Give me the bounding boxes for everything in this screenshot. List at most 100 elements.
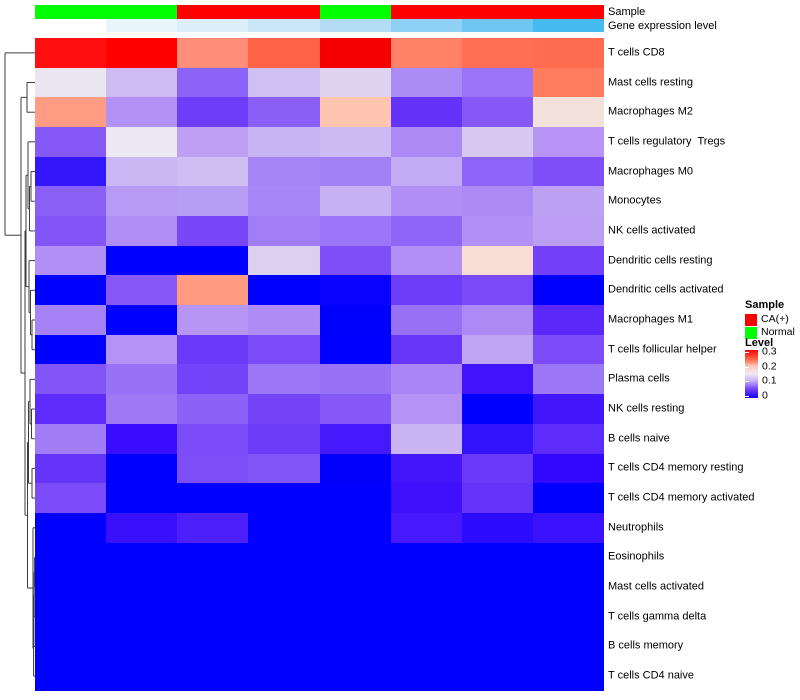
heatmap-cell-r11-c5	[319, 334, 391, 365]
heatmap-cell-r16-c4	[248, 483, 320, 513]
heatmap-cell-r22-c3	[177, 661, 249, 691]
heatmap-cell-r19-c5	[319, 572, 391, 602]
heatmap-cell-r22-c1	[35, 661, 107, 691]
heatmap-cell-r18-c5	[319, 542, 391, 573]
heatmap-cell-r8-c8	[532, 245, 604, 276]
heatmap-cell-r4-c1	[35, 127, 107, 157]
heatmap-cell-r14-c5	[319, 423, 391, 454]
heatmap-cell-r21-c3	[177, 631, 249, 662]
heatmap-cell-r2-c4	[248, 67, 320, 98]
heatmap-cell-r2-c3	[177, 67, 249, 98]
heatmap-cell-r17-c6	[390, 512, 462, 543]
heatmap-cell-r2-c1	[35, 67, 107, 98]
heatmap-cell-r3-c7	[461, 97, 533, 128]
heatmap-cell-r9-c2	[106, 275, 178, 306]
heatmap-cell-r10-c2	[106, 305, 178, 335]
heatmap-cell-r20-c6	[390, 601, 462, 632]
heatmap-cell-r19-c3	[177, 572, 249, 602]
heatmap-cell-r8-c1	[35, 245, 107, 276]
heatmap-cell-r4-c8	[532, 127, 604, 157]
level-tick-label-0: 0	[762, 389, 768, 402]
heatmap-cell-r18-c8	[532, 542, 604, 573]
heatmap-cell-r16-c3	[177, 483, 249, 513]
heatmap-cell-r10-c3	[177, 305, 249, 335]
gene-expression-annotation-seg-2	[106, 18, 178, 33]
legend-swatch-2	[745, 326, 757, 339]
heatmap-cell-r9-c3	[177, 275, 249, 306]
gene-expression-annotation-seg-3	[177, 18, 249, 33]
heatmap-cell-r8-c3	[177, 245, 249, 276]
heatmap-cell-r7-c3	[177, 216, 249, 246]
sample-annotation-seg-1	[35, 5, 107, 19]
heatmap-cell-r8-c2	[106, 245, 178, 276]
heatmap-cell-r5-c5	[319, 156, 391, 187]
heatmap-cell-r5-c4	[248, 156, 320, 187]
heatmap-cell-r11-c4	[248, 334, 320, 365]
heatmap-cell-r17-c4	[248, 512, 320, 543]
legend-swatch-label-2: Normal	[761, 326, 795, 338]
heatmap-cell-r16-c1	[35, 483, 107, 513]
heatmap-cell-r10-c5	[319, 305, 391, 335]
heatmap-cell-r20-c4	[248, 601, 320, 632]
sample-annotation-seg-7	[461, 5, 533, 19]
heatmap-cell-r12-c8	[532, 364, 604, 395]
heatmap-cell-r1-c1	[35, 38, 107, 68]
sample-annotation-label: Sample	[608, 6, 646, 18]
heatmap-cell-r17-c8	[532, 512, 604, 543]
heatmap-cell-r10-c8	[532, 305, 604, 335]
legend-swatch-label-1: CA(+)	[761, 313, 789, 325]
sample-annotation-bar	[35, 5, 604, 19]
heatmap-cell-r13-c8	[532, 394, 604, 424]
heatmap-cell-r20-c8	[532, 601, 604, 632]
sample-annotation-seg-6	[390, 5, 462, 19]
heatmap-cell-r21-c7	[461, 631, 533, 662]
heatmap-cell-r11-c8	[532, 334, 604, 365]
heatmap-cell-r14-c8	[532, 423, 604, 454]
level-tick-mark-0.1	[745, 381, 749, 383]
heatmap-cell-r2-c5	[319, 67, 391, 98]
legend-sample-title: Sample	[745, 299, 785, 311]
legend-sample-items: CA(+) Normal	[745, 313, 795, 339]
heatmap-cell-r1-c2	[106, 38, 178, 68]
heatmap-cell-r18-c3	[177, 542, 249, 573]
heatmap-cell-r8-c7	[461, 245, 533, 276]
heatmap-cell-r12-c1	[35, 364, 107, 395]
heatmap-cell-r1-c4	[248, 38, 320, 68]
heatmap-cell-r19-c2	[106, 572, 178, 602]
heatmap-cell-r22-c5	[319, 661, 391, 691]
heatmap-cell-r1-c8	[532, 38, 604, 68]
heatmap-cell-r7-c4	[248, 216, 320, 246]
legend-level-title: Level	[745, 337, 774, 349]
heatmap-cell-r22-c4	[248, 661, 320, 691]
heatmap-cell-r7-c7	[461, 216, 533, 246]
sample-annotation-seg-3	[177, 5, 249, 19]
heatmap-cell-r13-c5	[319, 394, 391, 424]
level-tick-label-0.3: 0.3	[762, 345, 777, 358]
heatmap-cell-r15-c2	[106, 453, 178, 484]
heatmap-cell-r9-c5	[319, 275, 391, 306]
heatmap-cell-r15-c4	[248, 453, 320, 484]
heatmap-cell-r3-c8	[532, 97, 604, 128]
heatmap-cell-r17-c7	[461, 512, 533, 543]
heatmap-cell-r15-c8	[532, 453, 604, 484]
heatmap-cell-r6-c6	[390, 186, 462, 217]
heatmap-cell-r1-c3	[177, 38, 249, 68]
heatmap-cell-r19-c1	[35, 572, 107, 602]
heatmap-cell-r13-c1	[35, 394, 107, 424]
heatmap-cell-r12-c4	[248, 364, 320, 395]
heatmap-cell-r15-c3	[177, 453, 249, 484]
sample-annotation-seg-5	[319, 5, 391, 19]
heatmap-cell-r6-c2	[106, 186, 178, 217]
heatmap-cell-r17-c3	[177, 512, 249, 543]
heatmap-cell-r11-c2	[106, 334, 178, 365]
heatmap-cell-r5-c3	[177, 156, 249, 187]
heatmap-cell-r20-c5	[319, 601, 391, 632]
heatmap-cell-r19-c8	[532, 572, 604, 602]
heatmap-cell-r2-c7	[461, 67, 533, 98]
heatmap-cell-r8-c4	[248, 245, 320, 276]
heatmap-cell-r21-c6	[390, 631, 462, 662]
heatmap-cell-r3-c3	[177, 97, 249, 128]
heatmap-cell-r10-c6	[390, 305, 462, 335]
